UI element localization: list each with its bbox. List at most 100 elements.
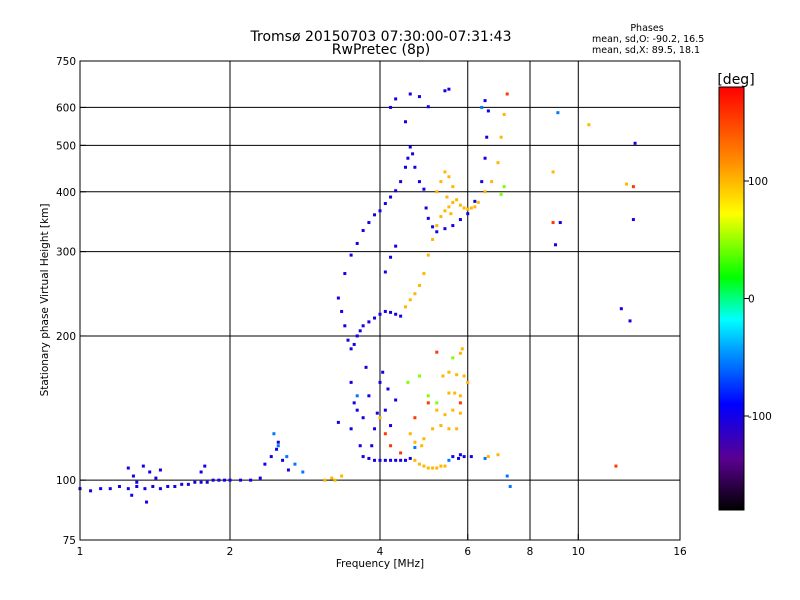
echo-point	[349, 380, 353, 384]
echo-point	[439, 424, 443, 428]
echo-point	[389, 195, 393, 199]
echo-point	[451, 356, 455, 360]
echo-point	[383, 408, 387, 412]
echo-point	[389, 310, 393, 314]
echo-point	[373, 427, 377, 431]
echo-point	[389, 458, 393, 462]
echo-point	[199, 480, 203, 484]
echo-point	[99, 487, 103, 491]
echo-point	[558, 221, 562, 225]
echo-point	[117, 484, 121, 488]
echo-point	[435, 190, 439, 194]
echo-point	[453, 391, 457, 395]
echo-point	[473, 199, 477, 203]
echo-point	[373, 458, 377, 462]
echo-point	[408, 456, 412, 460]
echo-point	[223, 478, 227, 482]
echo-point	[399, 314, 403, 318]
echo-point	[89, 489, 93, 493]
echo-point	[485, 135, 489, 139]
echo-point	[508, 484, 512, 488]
x-tick-label: 16	[673, 546, 687, 558]
echo-point	[336, 420, 340, 424]
echo-point	[367, 221, 371, 225]
echo-point	[373, 213, 377, 217]
echo-point	[108, 487, 112, 491]
echo-point	[158, 468, 162, 472]
echo-point	[417, 283, 421, 287]
colorbar-tick-label: -100	[748, 411, 772, 423]
echo-point	[451, 408, 455, 412]
echo-point	[469, 455, 473, 459]
echo-point	[361, 416, 365, 420]
echo-point	[462, 374, 466, 378]
echo-point	[458, 453, 462, 457]
echo-point	[394, 97, 398, 101]
colorbar	[718, 86, 745, 511]
echo-point	[443, 89, 447, 93]
echo-point	[417, 180, 421, 184]
echo-point	[394, 189, 398, 193]
echo-point	[476, 200, 480, 204]
echo-point	[451, 200, 455, 204]
echo-point	[417, 95, 421, 99]
echo-point	[205, 480, 209, 484]
echo-point	[431, 237, 435, 241]
echo-point	[272, 432, 276, 436]
echo-point	[330, 476, 334, 480]
echo-point	[340, 309, 344, 313]
echo-point	[435, 408, 439, 412]
echo-point	[258, 476, 262, 480]
echo-point	[349, 253, 353, 257]
echo-point	[447, 427, 451, 431]
y-tick-label: 500	[56, 140, 76, 152]
echo-point	[301, 470, 305, 474]
echo-point	[426, 394, 430, 398]
echo-point	[435, 230, 439, 234]
echo-point	[426, 401, 430, 405]
echo-point	[502, 112, 506, 116]
x-tick-label: 4	[377, 546, 384, 558]
echo-point	[449, 212, 453, 216]
echo-point	[556, 111, 560, 115]
x-tick-label: 10	[572, 546, 585, 558]
echo-point	[389, 444, 393, 448]
echo-point	[173, 484, 177, 488]
echo-point	[496, 161, 500, 165]
echo-point	[625, 182, 629, 186]
echo-point	[186, 482, 190, 486]
echo-point	[422, 272, 426, 276]
echo-point	[135, 480, 139, 484]
echo-point	[364, 365, 368, 369]
echo-point	[483, 156, 487, 160]
echo-point	[413, 416, 417, 420]
echo-point	[439, 215, 443, 219]
echo-point	[403, 120, 407, 124]
echo-point	[447, 87, 451, 91]
colorbar-label: [deg]	[717, 72, 754, 88]
echo-point	[447, 370, 451, 374]
echo-point	[381, 370, 385, 374]
echo-point	[422, 437, 426, 441]
echo-point	[426, 216, 430, 220]
echo-point	[394, 398, 398, 402]
echo-point	[587, 123, 591, 127]
echo-point	[403, 458, 407, 462]
echo-point	[158, 487, 162, 491]
echo-point	[203, 464, 207, 468]
echo-point	[193, 480, 197, 484]
echo-point	[460, 347, 464, 351]
echo-point	[406, 380, 410, 384]
echo-point	[486, 455, 490, 459]
echo-point	[151, 484, 155, 488]
echo-point	[458, 394, 462, 398]
echo-point	[375, 411, 379, 415]
echo-point	[367, 320, 371, 324]
colorbar-ticks: 100 0 -100	[744, 176, 772, 423]
echo-point	[455, 427, 459, 431]
echo-point	[293, 462, 297, 466]
echo-point	[349, 427, 353, 431]
echo-point	[399, 451, 403, 455]
echo-point	[383, 309, 387, 313]
echo-point	[408, 92, 412, 96]
